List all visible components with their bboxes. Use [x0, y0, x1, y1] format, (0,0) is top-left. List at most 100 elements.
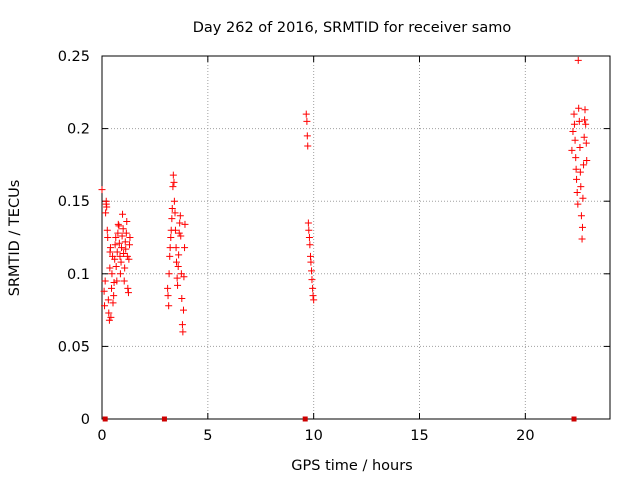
data-point [570, 110, 578, 118]
data-point [111, 241, 119, 249]
data-point [105, 309, 113, 317]
data-point [581, 116, 589, 124]
data-point [573, 175, 581, 183]
y-tick-label: 0.1 [67, 267, 90, 283]
data-point [176, 212, 184, 220]
data-point [170, 197, 178, 205]
data-point [108, 284, 116, 292]
data-point [304, 219, 312, 227]
data-point [165, 302, 173, 310]
data-point [308, 267, 316, 275]
data-point [180, 273, 188, 281]
data-point [168, 215, 176, 223]
data-point [107, 313, 115, 321]
data-point [122, 245, 130, 253]
x-tick-label: 0 [97, 428, 106, 444]
data-point [305, 234, 313, 241]
data-point [174, 263, 182, 271]
data-point [581, 106, 589, 114]
data-point [303, 132, 311, 140]
data-point [577, 183, 585, 191]
data-point [302, 110, 310, 118]
data-point [176, 219, 184, 227]
data-point [579, 194, 587, 202]
plot-frame [101, 55, 611, 420]
data-point [123, 218, 131, 226]
data-point [574, 56, 582, 64]
data-point [310, 296, 318, 304]
data-point [178, 294, 186, 302]
data-point [104, 234, 112, 241]
data-point [181, 220, 189, 228]
data-point [122, 229, 130, 237]
data-point [575, 104, 583, 112]
y-axis-label: SRMTID / TECUs [7, 180, 23, 297]
y-tick-label: 0.15 [58, 194, 90, 210]
data-point [105, 316, 113, 324]
data-point [175, 251, 183, 259]
y-tick-label: 0.25 [58, 49, 90, 65]
data-point [114, 229, 122, 237]
data-point [168, 204, 176, 212]
data-point [124, 284, 132, 292]
data-point [175, 229, 183, 237]
data-point [178, 321, 186, 329]
data-point [100, 287, 108, 295]
data-point [576, 143, 584, 151]
data-point [119, 225, 127, 233]
data-point [309, 284, 317, 292]
data-point [583, 157, 591, 165]
data-point [165, 270, 173, 278]
data-point [578, 223, 586, 231]
data-point [580, 133, 588, 141]
data-point [98, 186, 106, 194]
data-point [572, 154, 580, 162]
data-point-zero [571, 416, 577, 422]
data-point [307, 258, 315, 266]
data-point [119, 210, 127, 218]
data-point [106, 244, 114, 252]
data-point [116, 270, 124, 278]
data-point [115, 239, 123, 247]
data-point [166, 244, 174, 252]
chart-title: Day 262 of 2016, SRMTID for receiver sam… [193, 20, 512, 36]
data-point-zero [302, 416, 308, 422]
data-point [124, 289, 132, 297]
data-point [167, 234, 175, 241]
data-point [120, 249, 128, 257]
data-point [126, 241, 134, 249]
data-point [106, 264, 114, 272]
data-point [568, 146, 576, 154]
data-point [125, 255, 133, 263]
data-point [120, 277, 128, 285]
data-point [117, 258, 125, 266]
data-point [110, 292, 118, 300]
data-point [173, 258, 181, 266]
data-point [575, 117, 583, 125]
data-point [171, 209, 179, 217]
data-point [578, 235, 586, 243]
data-point [113, 248, 121, 256]
data-point [114, 220, 122, 228]
x-tick-label: 10 [304, 428, 322, 444]
data-point [179, 328, 187, 336]
data-point [113, 277, 121, 285]
y-tick-label: 0.05 [58, 339, 90, 355]
data-point [569, 128, 577, 136]
data-point [173, 274, 181, 282]
data-point [582, 139, 590, 147]
data-point [177, 232, 185, 240]
data-point [101, 302, 109, 310]
data-point [577, 212, 585, 220]
data-point [166, 252, 174, 260]
data-point [164, 284, 172, 292]
y-tick-label: 0.2 [67, 122, 90, 138]
data-point [109, 299, 117, 307]
data-point [574, 200, 582, 208]
data-point [103, 226, 111, 234]
data-point [126, 234, 134, 241]
data-point [572, 165, 580, 173]
data-point [303, 117, 311, 125]
x-tick-label: 15 [410, 428, 428, 444]
